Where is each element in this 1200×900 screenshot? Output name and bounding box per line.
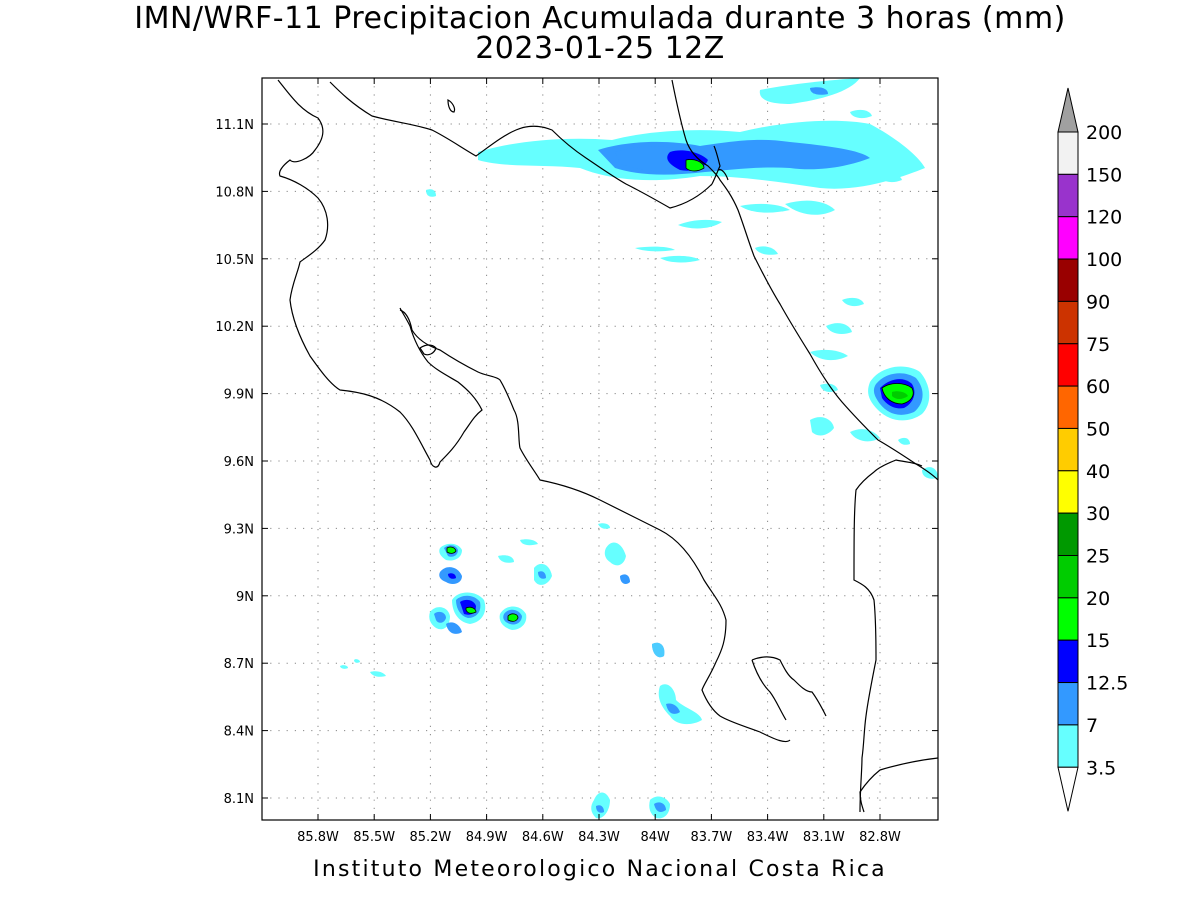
precip-band-north <box>478 78 925 263</box>
legend-swatch <box>1057 385 1079 429</box>
legend-swatch <box>1057 258 1079 302</box>
legend-label: 60 <box>1086 376 1110 398</box>
legend-swatch <box>1057 343 1079 387</box>
axes: 85.8W 85.5W 85.2W 84.9W 84.6W 84.3W 84W 83.7W 83… <box>215 78 938 845</box>
lon-tick-label: 82.8W <box>859 830 901 845</box>
legend-top-arrow <box>1057 87 1079 133</box>
legend-label: 3.5 <box>1086 757 1116 779</box>
lat-tick-label: 11.1N <box>215 118 254 133</box>
lat-tick-label: 8.1N <box>224 792 254 807</box>
coordinate-grid <box>262 78 938 820</box>
legend-swatch <box>1057 427 1079 472</box>
legend-swatch <box>1057 724 1079 768</box>
legend-label: 7 <box>1086 715 1098 737</box>
legend-swatch <box>1057 639 1079 684</box>
precip-cell-caribbean <box>810 297 938 479</box>
lon-tick-label: 85.2W <box>409 830 451 845</box>
legend-label: 20 <box>1086 588 1110 610</box>
legend-swatch <box>1057 173 1079 218</box>
legend-label: 15 <box>1086 630 1110 652</box>
lon-tick-label: 84.9W <box>466 830 508 845</box>
lon-tick-label: 85.5W <box>353 830 395 845</box>
lat-tick-label: 8.4N <box>224 725 254 740</box>
legend-label: 12.5 <box>1086 673 1128 695</box>
lon-tick-label: 84W <box>640 830 670 845</box>
legend-label: 30 <box>1086 503 1110 525</box>
lon-tick-label: 83.4W <box>747 830 789 845</box>
legend-label: 90 <box>1086 291 1110 313</box>
lat-tick-label: 10.8N <box>215 185 254 200</box>
legend-swatch <box>1057 470 1079 514</box>
legend-swatch <box>1057 216 1079 260</box>
lon-tick-label: 84.3W <box>578 830 620 845</box>
legend-label: 40 <box>1086 461 1110 483</box>
legend-bottom-arrow <box>1057 766 1079 812</box>
plot-frame <box>261 77 939 821</box>
legend-swatch <box>1057 555 1079 599</box>
precip-legend: 200 150 120 100 90 75 60 50 40 30 25 20 15 12.5 7 3.5 <box>1057 87 1128 812</box>
coastlines <box>277 79 938 813</box>
lon-tick-label: 83.1W <box>803 830 845 845</box>
map-title: IMN/WRF-11 Precipitacion Acumulada duran… <box>134 1 1066 36</box>
legend-swatch <box>1057 597 1079 641</box>
legend-swatch <box>1057 300 1079 345</box>
lon-tick-label: 83.7W <box>690 830 732 845</box>
lon-tick-label: 84.6W <box>522 830 564 845</box>
lon-tick-label: 85.8W <box>297 830 339 845</box>
legend-swatch <box>1057 682 1079 726</box>
legend-label: 150 <box>1086 164 1122 186</box>
legend-label: 200 <box>1086 122 1122 144</box>
legend-label: 120 <box>1086 207 1122 229</box>
legend-swatch <box>1057 131 1079 175</box>
legend-label: 75 <box>1086 334 1110 356</box>
lat-tick-label: 9N <box>236 590 254 605</box>
legend-label: 25 <box>1086 546 1110 568</box>
lat-tick-label: 9.6N <box>224 455 254 470</box>
legend-label: 100 <box>1086 249 1122 271</box>
lat-tick-label: 8.7N <box>224 657 254 672</box>
map-subtitle: 2023-01-25 12Z <box>475 31 725 66</box>
legend-label: 50 <box>1086 418 1110 440</box>
lat-tick-label: 10.2N <box>215 320 254 335</box>
precip-cells-pacific <box>340 189 702 819</box>
credit-footer: Instituto Meteorologico Nacional Costa R… <box>313 857 887 882</box>
lat-tick-label: 10.5N <box>215 253 254 268</box>
legend-swatch <box>1057 512 1079 557</box>
lat-tick-label: 9.3N <box>224 522 254 537</box>
lat-tick-label: 9.9N <box>224 388 254 403</box>
